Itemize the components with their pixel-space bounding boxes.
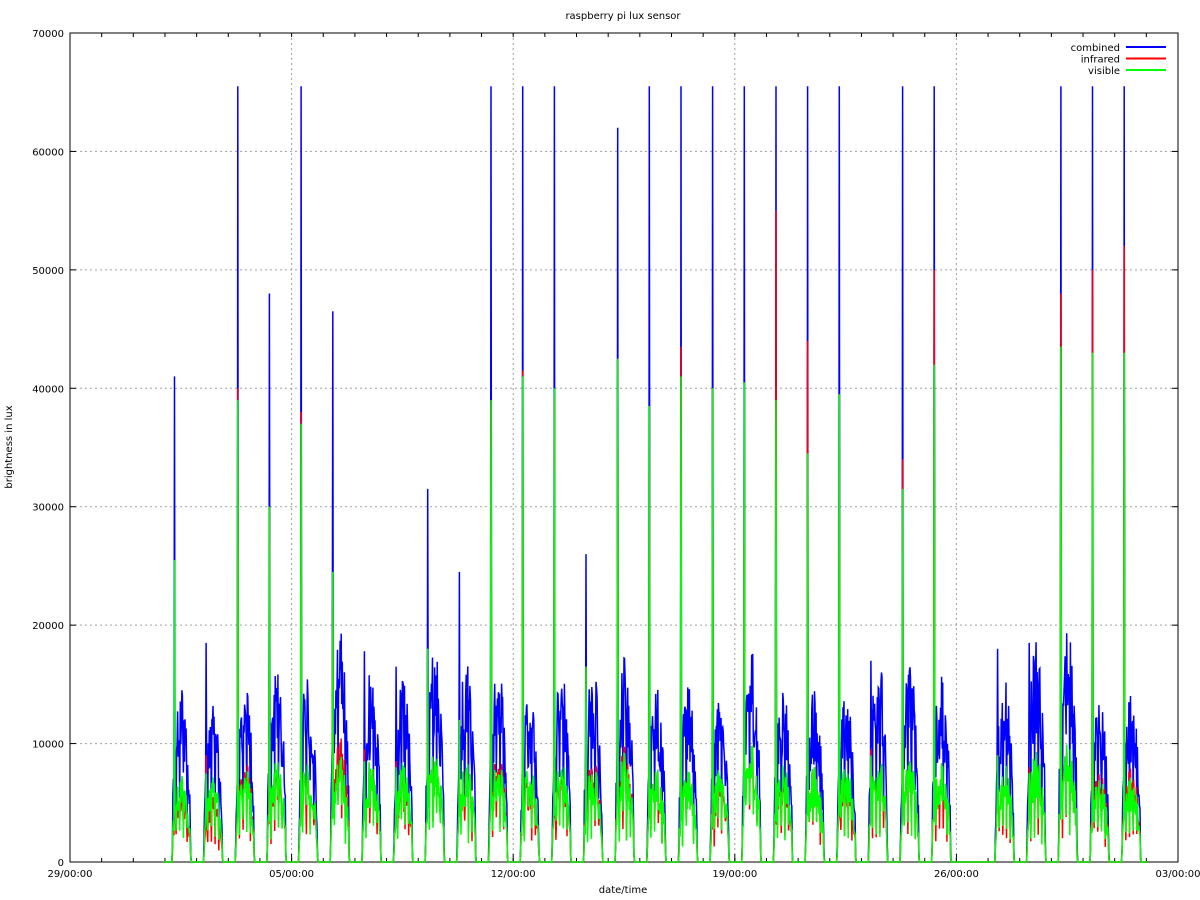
y-tick-label: 70000 [32,29,64,40]
x-axis-label: date/time [599,885,648,896]
legend-label-infrared: infrared [1081,55,1120,66]
plot-border [69,32,1179,863]
y-tick-label: 60000 [32,147,64,158]
y-tick-label: 10000 [32,740,64,751]
legend-label-combined: combined [1071,43,1120,54]
y-tick-label: 30000 [32,503,64,514]
series-group [163,86,1148,863]
x-tick-label: 19/00:00 [712,869,757,880]
series-visible-line [163,346,1148,863]
x-tick-label: 12/00:00 [491,869,536,880]
y-tick-label: 40000 [32,384,64,395]
x-tick-label: 29/00:00 [48,869,93,880]
y-tick-label: 20000 [32,621,64,632]
y-tick-label: 50000 [32,266,64,277]
y-axis-label: brightness in lux [4,405,15,488]
tick-labels: 0 10000 20000 30000 40000 50000 60000 70000 29/0… [32,29,1200,880]
chart-title: raspberry pi lux sensor [565,11,681,22]
legend-label-visible: visible [1088,66,1120,77]
y-tick-label: 0 [58,858,64,869]
x-tick-label: 26/00:00 [934,869,979,880]
x-tick-label: 05/00:00 [269,869,314,880]
x-tick-label: 03/00:00 [1156,869,1200,880]
axes [69,32,1179,863]
grid [70,33,1178,862]
series-combined-line [163,86,1148,863]
